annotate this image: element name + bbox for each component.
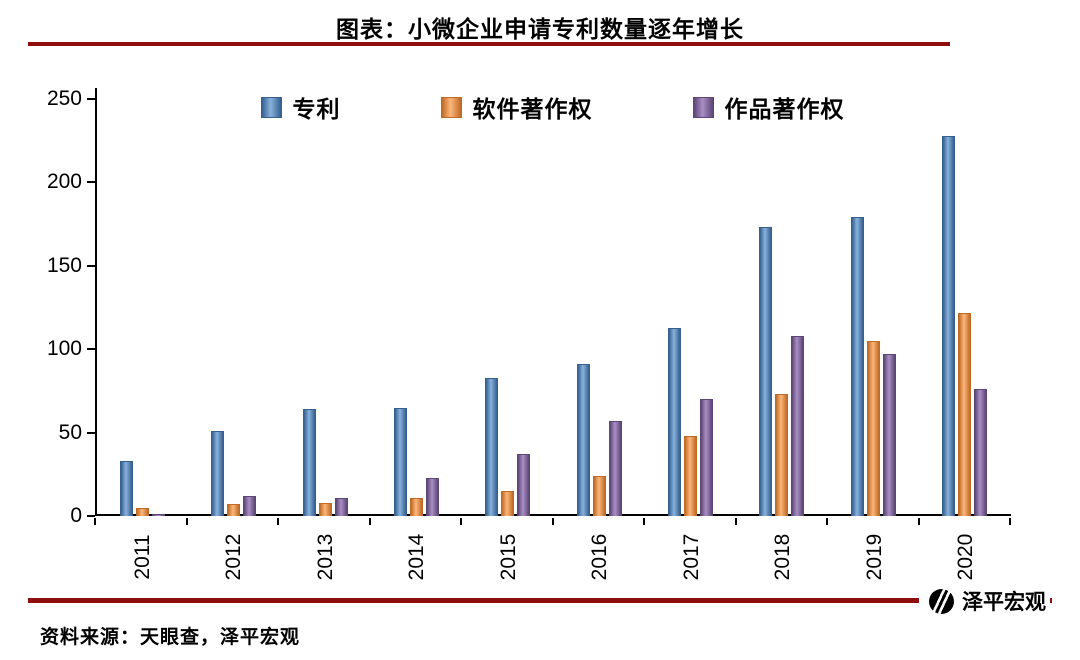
bar-patent-2018 xyxy=(759,227,773,516)
x-tick-mark xyxy=(460,518,462,525)
bar-patent-2014 xyxy=(394,408,408,516)
bar-patent-2017 xyxy=(667,328,681,516)
bar-group-2012 xyxy=(188,99,279,516)
x-tick-label-2013: 2013 xyxy=(313,533,337,581)
bar-group-2018 xyxy=(736,99,827,516)
x-tick-label-2016: 2016 xyxy=(588,533,612,581)
chart-legend: 专利 软件著作权 作品著作权 xyxy=(95,90,1010,124)
plot-area xyxy=(97,99,1010,516)
x-tick-label-2015: 2015 xyxy=(496,533,520,581)
y-tick-mark xyxy=(87,264,95,267)
bar-software-copyright-2012 xyxy=(227,504,241,516)
y-tick-label-150: 150 xyxy=(46,253,82,277)
chart-title: 图表：小微企业申请专利数量逐年增长 xyxy=(336,16,744,42)
bar-group-2017 xyxy=(645,99,736,516)
zeping-logo-icon xyxy=(929,588,954,614)
legend-item-software-copyright: 软件著作权 xyxy=(440,90,593,124)
x-tick-mark xyxy=(917,518,920,525)
footer-divider-line xyxy=(28,598,1052,603)
axes-frame xyxy=(95,88,1011,516)
zeping-logo-text: 泽平宏观 xyxy=(962,591,1046,614)
bar-works-copyright-2012 xyxy=(243,496,257,516)
x-tick-mark xyxy=(368,518,371,525)
bar-works-copyright-2013 xyxy=(334,498,348,516)
y-tick-label-50: 50 xyxy=(58,420,82,444)
x-tick-mark xyxy=(551,518,554,525)
legend-label-works-copyright: 作品著作权 xyxy=(724,96,845,122)
y-tick-label-100: 100 xyxy=(46,337,82,361)
bar-group-2020 xyxy=(919,99,1010,516)
x-tick-mark xyxy=(185,518,188,525)
bar-group-2016 xyxy=(553,99,644,516)
bar-patent-2012 xyxy=(211,431,225,516)
bar-software-copyright-2016 xyxy=(592,476,606,516)
x-tick-label-2011: 2011 xyxy=(130,534,154,580)
bar-works-copyright-2017 xyxy=(699,399,713,516)
y-tick-label-0: 0 xyxy=(70,504,82,527)
bar-group-2015 xyxy=(462,99,553,516)
title-divider-line xyxy=(28,42,950,46)
bar-software-copyright-2018 xyxy=(775,394,789,516)
bar-software-copyright-2019 xyxy=(866,341,880,516)
bar-works-copyright-2015 xyxy=(517,454,531,516)
x-tick-mark xyxy=(94,518,96,525)
legend-label-patent: 专利 xyxy=(292,96,341,122)
y-tick-mark xyxy=(87,515,95,517)
legend-label-software-copyright: 软件著作权 xyxy=(472,96,593,122)
source-note: 资料来源：天眼查，泽平宏观 xyxy=(40,627,301,648)
bar-software-copyright-2017 xyxy=(683,436,697,516)
bar-software-copyright-2013 xyxy=(318,503,332,516)
y-tick-label-250: 250 xyxy=(46,87,82,110)
bar-group-2011 xyxy=(97,99,188,516)
legend-swatch-software-copyright xyxy=(440,96,462,118)
bar-group-2014 xyxy=(371,99,462,516)
bar-group-2013 xyxy=(280,99,371,516)
x-tick-mark xyxy=(643,518,645,525)
y-tick-mark xyxy=(87,181,95,184)
y-tick-mark xyxy=(87,431,95,434)
bar-works-copyright-2020 xyxy=(973,389,987,516)
bar-works-copyright-2019 xyxy=(882,354,896,516)
bar-patent-2016 xyxy=(576,364,590,516)
x-tick-mark xyxy=(1009,518,1011,525)
bar-patent-2020 xyxy=(941,136,955,516)
x-tick-label-2020: 2020 xyxy=(954,533,978,581)
bar-software-copyright-2015 xyxy=(501,491,515,516)
legend-swatch-works-copyright xyxy=(692,96,714,118)
bar-works-copyright-2011 xyxy=(152,514,166,516)
x-tick-label-2017: 2017 xyxy=(679,533,703,581)
legend-swatch-patent xyxy=(260,96,282,118)
bar-patent-2015 xyxy=(485,378,499,516)
x-tick-mark xyxy=(277,518,279,525)
x-tick-label-2012: 2012 xyxy=(222,533,246,581)
zeping-macro-logo: 泽平宏观 xyxy=(919,584,1050,618)
bar-software-copyright-2020 xyxy=(957,313,971,516)
bar-group-2019 xyxy=(827,99,918,516)
y-tick-mark xyxy=(87,98,95,100)
x-tick-label-2014: 2014 xyxy=(405,533,429,581)
x-tick-mark xyxy=(734,518,737,525)
bar-software-copyright-2011 xyxy=(136,508,150,516)
bar-patent-2019 xyxy=(850,217,864,516)
legend-item-works-copyright: 作品著作权 xyxy=(692,90,845,124)
bar-works-copyright-2018 xyxy=(791,336,805,516)
bar-patent-2011 xyxy=(120,461,134,516)
legend-item-patent: 专利 xyxy=(260,90,341,124)
bar-software-copyright-2014 xyxy=(410,498,424,516)
y-tick-mark xyxy=(87,348,95,351)
bar-works-copyright-2016 xyxy=(608,421,622,516)
x-tick-label-2019: 2019 xyxy=(862,533,886,581)
y-tick-label-200: 200 xyxy=(46,170,82,194)
bar-works-copyright-2014 xyxy=(426,478,440,516)
x-tick-label-2018: 2018 xyxy=(771,533,795,581)
x-tick-mark xyxy=(826,518,828,525)
bar-patent-2013 xyxy=(302,409,316,516)
